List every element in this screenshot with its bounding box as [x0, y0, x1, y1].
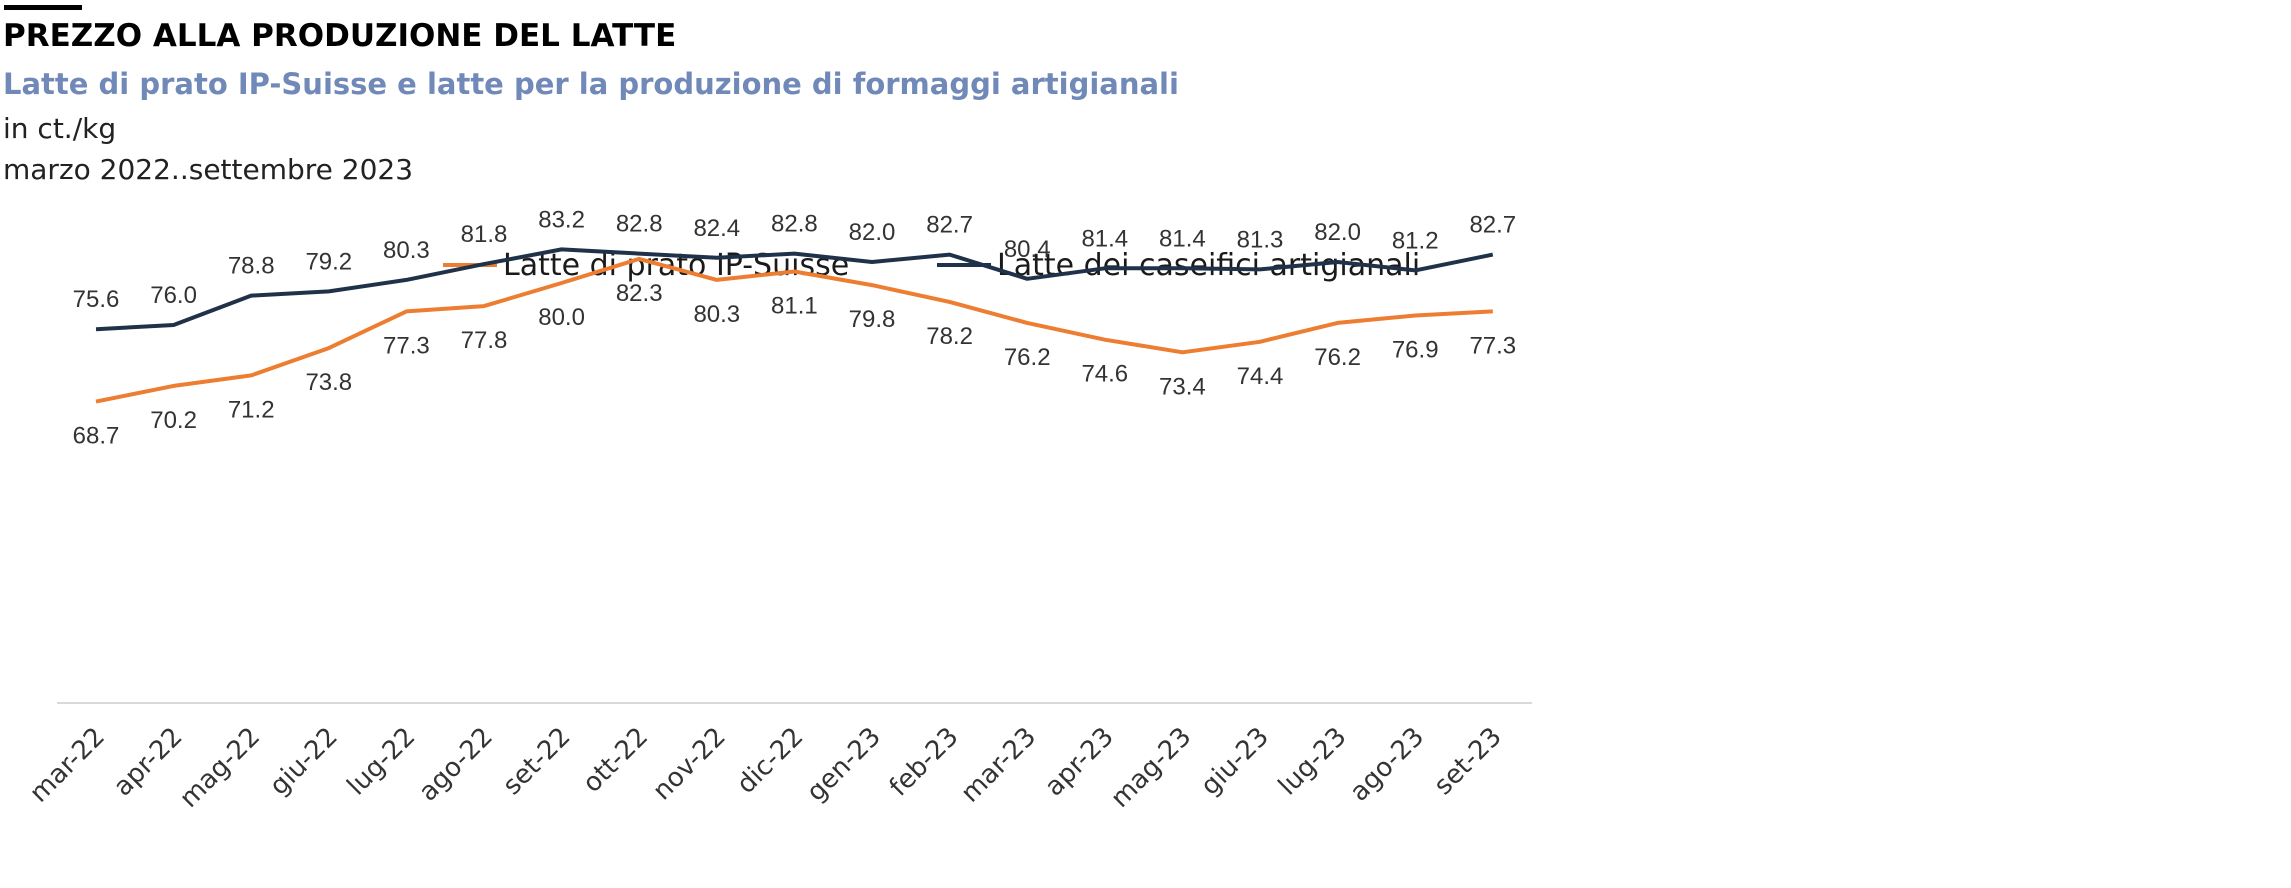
x-tick-label: feb-23: [884, 722, 965, 803]
x-tick-label: mag-22: [174, 722, 266, 814]
data-label-1-14: 81.4: [1159, 225, 1206, 252]
data-label-1-1: 76.0: [150, 282, 197, 309]
data-label-0-14: 73.4: [1159, 373, 1206, 400]
data-label-1-12: 80.4: [1004, 236, 1051, 263]
x-tick-label: dic-22: [731, 722, 809, 800]
series-lines: [95, 247, 1494, 404]
data-label-1-17: 81.2: [1392, 227, 1439, 254]
data-label-1-0: 75.6: [73, 286, 120, 313]
data-label-0-8: 80.3: [693, 301, 740, 328]
data-label-1-4: 80.3: [383, 237, 430, 264]
unit-label: in ct./kg: [3, 112, 117, 145]
x-tick-label: gen-23: [801, 722, 887, 808]
data-label-1-7: 82.8: [616, 211, 663, 238]
data-label-0-3: 73.8: [305, 369, 352, 396]
period-label: marzo 2022..settembre 2023: [3, 153, 414, 186]
data-label-1-2: 78.8: [228, 253, 275, 280]
x-tick-label: mar-22: [24, 722, 111, 809]
data-label-0-18: 77.3: [1469, 332, 1516, 359]
data-label-0-5: 77.8: [461, 327, 508, 354]
data-label-1-3: 79.2: [305, 248, 352, 275]
data-label-0-17: 76.9: [1392, 337, 1439, 364]
x-tick-label: lug-23: [1273, 722, 1353, 802]
x-tick-label: ago-22: [413, 722, 499, 808]
data-label-0-6: 80.0: [538, 304, 585, 331]
data-label-1-8: 82.4: [693, 215, 740, 242]
data-label-0-1: 70.2: [150, 407, 197, 434]
data-label-0-2: 71.2: [228, 396, 275, 423]
x-tick-label: mar-23: [955, 722, 1042, 809]
x-tick-label: giu-22: [264, 722, 344, 802]
data-label-1-15: 81.3: [1237, 226, 1284, 253]
data-label-0-13: 74.6: [1081, 361, 1128, 388]
data-label-1-5: 81.8: [461, 221, 508, 248]
data-label-0-12: 76.2: [1004, 344, 1051, 371]
data-label-0-10: 79.8: [849, 306, 896, 333]
data-labels: 68.7 70.2 71.2 73.8 77.3 77.8 80.0 82.3 80.3 81.1…: [73, 206, 1517, 449]
data-label-0-16: 76.2: [1314, 344, 1361, 371]
data-label-1-16: 82.0: [1314, 219, 1361, 246]
x-tick-label: ott-22: [577, 722, 654, 799]
x-tick-label: lug-22: [342, 722, 422, 802]
chart-subtitle: Latte di prato IP-Suisse e latte per la …: [3, 67, 1179, 101]
data-label-1-9: 82.8: [771, 211, 818, 238]
x-tick-label: set-22: [497, 722, 576, 801]
title-accent-bar: [4, 5, 82, 10]
data-label-0-9: 81.1: [771, 292, 818, 319]
x-tick-label: ago-23: [1344, 722, 1430, 808]
chart-title: PREZZO ALLA PRODUZIONE DEL LATTE: [3, 18, 677, 54]
data-label-0-11: 78.2: [926, 323, 973, 350]
legend-label-1: Latte dei caseifici artigianali: [997, 248, 1420, 283]
data-label-0-0: 68.7: [73, 423, 120, 450]
data-label-1-10: 82.0: [849, 219, 896, 246]
data-label-0-15: 74.4: [1237, 363, 1284, 390]
data-label-1-18: 82.7: [1469, 212, 1516, 239]
x-tick-label: nov-22: [647, 722, 732, 807]
data-label-0-7: 82.3: [616, 280, 663, 307]
data-label-0-4: 77.3: [383, 332, 430, 359]
x-tick-label: mag-23: [1105, 722, 1197, 814]
data-label-1-11: 82.7: [926, 212, 973, 239]
data-label-1-13: 81.4: [1081, 225, 1128, 252]
data-label-1-6: 83.2: [538, 206, 585, 233]
x-tick-label: set-23: [1428, 722, 1507, 801]
x-axis-ticks: mar-22apr-22mag-22giu-22lug-22ago-22set-…: [24, 722, 1508, 814]
x-tick-label: giu-23: [1195, 722, 1275, 802]
